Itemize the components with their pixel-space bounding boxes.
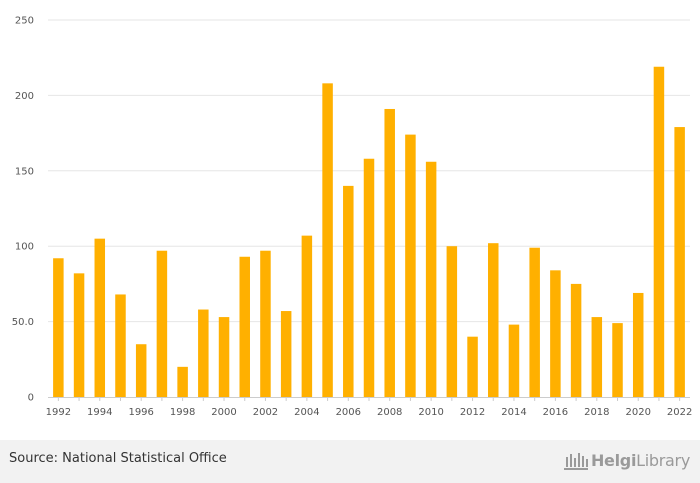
x-tick-label: 1998 bbox=[170, 407, 195, 418]
x-tick-label: 2010 bbox=[418, 407, 443, 418]
bar-2010[interactable] bbox=[425, 161, 437, 397]
y-tick-label: 150 bbox=[15, 166, 34, 177]
logo-text-helgi: Helgi bbox=[590, 450, 637, 470]
bar-2005[interactable] bbox=[322, 83, 333, 397]
x-tick-label: 2004 bbox=[294, 407, 319, 418]
bar-2014[interactable] bbox=[508, 324, 520, 397]
x-tick-label: 2018 bbox=[584, 407, 609, 418]
x-tick-label: 2002 bbox=[253, 407, 278, 418]
x-tick-label: 2020 bbox=[625, 407, 650, 418]
bar-2009[interactable] bbox=[405, 134, 416, 397]
bar-1993[interactable] bbox=[73, 273, 85, 397]
bar-1996[interactable] bbox=[135, 344, 147, 397]
x-tick-label: 2012 bbox=[460, 407, 485, 418]
bar-1999[interactable] bbox=[198, 309, 209, 397]
bar-2021[interactable] bbox=[653, 66, 665, 398]
bar-2007[interactable] bbox=[363, 158, 375, 397]
y-tick-label: 50.0 bbox=[12, 317, 34, 328]
bars bbox=[53, 66, 685, 398]
bar-chart: 0 50.0 100 150 200 250 1992 1994 1996 1998 2000 20… bbox=[12, 16, 693, 419]
bar-2019[interactable] bbox=[612, 323, 623, 397]
bar-1992[interactable] bbox=[53, 258, 64, 397]
x-tick-label: 2008 bbox=[377, 407, 402, 418]
bar-1997[interactable] bbox=[156, 250, 168, 397]
x-axis-ticks: 1992 1994 1996 1998 2000 2002 2004 2006 2008 2010… bbox=[46, 397, 692, 418]
x-tick-label: 2014 bbox=[501, 407, 526, 418]
source-text: Source: National Statistical Office bbox=[9, 451, 227, 466]
x-tick-label: 2000 bbox=[211, 407, 236, 418]
x-tick-label: 1992 bbox=[46, 407, 71, 418]
bar-2020[interactable] bbox=[632, 292, 644, 397]
x-tick-label: 2016 bbox=[543, 407, 568, 418]
bar-2000[interactable] bbox=[218, 317, 230, 397]
bar-1998[interactable] bbox=[177, 366, 188, 397]
x-tick-label: 2022 bbox=[667, 407, 692, 418]
bar-2016[interactable] bbox=[550, 270, 561, 397]
y-tick-label: 100 bbox=[15, 242, 34, 253]
bar-2003[interactable] bbox=[280, 311, 292, 397]
bar-1994[interactable] bbox=[94, 238, 106, 397]
bar-2001[interactable] bbox=[239, 256, 250, 397]
bar-2022[interactable] bbox=[674, 127, 685, 398]
footer: Source: National Statistical Office Helg… bbox=[0, 440, 700, 483]
x-tick-label: 1996 bbox=[128, 407, 153, 418]
bar-2012[interactable] bbox=[467, 336, 478, 397]
bar-2017[interactable] bbox=[570, 283, 582, 397]
y-axis-ticks: 0 50.0 100 150 200 250 bbox=[12, 16, 34, 404]
y-tick-label: 0 bbox=[28, 393, 34, 404]
logo-text-library: Library bbox=[636, 450, 690, 470]
bar-2006[interactable] bbox=[343, 185, 354, 397]
bar-1995[interactable] bbox=[115, 294, 126, 397]
bar-2004[interactable] bbox=[301, 235, 313, 397]
y-tick-label: 200 bbox=[15, 91, 34, 102]
bar-2018[interactable] bbox=[591, 317, 603, 397]
bar-2011[interactable] bbox=[446, 246, 458, 397]
helgi-library-logo[interactable]: HelgiLibrary bbox=[563, 448, 690, 472]
bar-2002[interactable] bbox=[260, 250, 271, 397]
logo-text: HelgiLibrary bbox=[591, 451, 690, 470]
bar-2015[interactable] bbox=[529, 247, 540, 397]
bar-2013[interactable] bbox=[488, 243, 499, 397]
y-tick-label: 250 bbox=[15, 16, 34, 27]
bar-2008[interactable] bbox=[384, 108, 395, 398]
x-tick-label: 1994 bbox=[87, 407, 112, 418]
library-columns-icon bbox=[563, 453, 588, 470]
x-tick-label: 2006 bbox=[336, 407, 361, 418]
